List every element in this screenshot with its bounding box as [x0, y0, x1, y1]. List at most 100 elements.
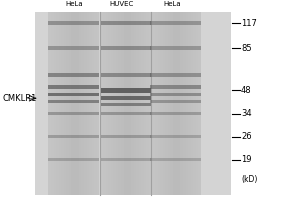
- Bar: [144, 12, 146, 195]
- Bar: [49, 135, 99, 138]
- Bar: [188, 12, 190, 195]
- Bar: [118, 12, 121, 195]
- Text: (kD): (kD): [241, 175, 257, 184]
- Bar: [121, 12, 124, 195]
- Bar: [49, 100, 99, 103]
- Bar: [155, 12, 158, 195]
- Bar: [74, 12, 76, 195]
- Bar: [116, 12, 119, 195]
- Bar: [152, 12, 155, 195]
- Bar: [165, 12, 168, 195]
- Text: CMKLR1: CMKLR1: [2, 94, 37, 103]
- Bar: [126, 12, 129, 195]
- Bar: [139, 12, 141, 195]
- Bar: [150, 93, 201, 96]
- Bar: [176, 12, 178, 195]
- Bar: [64, 12, 66, 195]
- Bar: [97, 12, 99, 195]
- Bar: [150, 112, 201, 115]
- Bar: [150, 12, 201, 195]
- Bar: [49, 12, 99, 195]
- Bar: [101, 103, 152, 106]
- Bar: [170, 12, 173, 195]
- Bar: [178, 12, 181, 195]
- Bar: [185, 12, 188, 195]
- Bar: [149, 12, 152, 195]
- Bar: [101, 73, 152, 77]
- Bar: [103, 12, 106, 195]
- Bar: [49, 93, 99, 96]
- Bar: [58, 12, 61, 195]
- Bar: [101, 112, 152, 115]
- Bar: [146, 12, 149, 195]
- Bar: [150, 46, 201, 50]
- Text: HeLa: HeLa: [164, 1, 181, 7]
- Text: —: —: [27, 95, 34, 101]
- Bar: [134, 12, 136, 195]
- Bar: [35, 12, 231, 195]
- Bar: [53, 12, 56, 195]
- Text: HeLa: HeLa: [65, 1, 83, 7]
- Bar: [49, 46, 99, 50]
- Bar: [56, 12, 58, 195]
- Bar: [158, 12, 160, 195]
- Bar: [150, 21, 201, 25]
- Bar: [49, 73, 99, 77]
- Bar: [49, 158, 99, 161]
- Bar: [113, 12, 116, 195]
- Bar: [49, 12, 51, 195]
- Bar: [79, 12, 82, 195]
- Bar: [168, 12, 170, 195]
- Bar: [101, 158, 152, 161]
- Bar: [150, 85, 201, 89]
- Bar: [150, 158, 201, 161]
- Bar: [49, 112, 99, 115]
- Bar: [92, 12, 94, 195]
- Text: 117: 117: [241, 19, 257, 28]
- Bar: [150, 135, 201, 138]
- Bar: [198, 12, 201, 195]
- Bar: [136, 12, 139, 195]
- Bar: [71, 12, 74, 195]
- Bar: [51, 12, 53, 195]
- Bar: [82, 12, 84, 195]
- Bar: [111, 12, 113, 195]
- Bar: [101, 21, 152, 25]
- Bar: [173, 12, 175, 195]
- Bar: [86, 12, 89, 195]
- Bar: [141, 12, 144, 195]
- Bar: [150, 12, 152, 195]
- Bar: [49, 21, 99, 25]
- Bar: [129, 12, 131, 195]
- Bar: [61, 12, 64, 195]
- Bar: [89, 12, 92, 195]
- Bar: [66, 12, 69, 195]
- Bar: [69, 12, 71, 195]
- Text: 26: 26: [241, 132, 252, 141]
- Bar: [76, 12, 79, 195]
- Text: 19: 19: [241, 155, 252, 164]
- Bar: [131, 12, 134, 195]
- Bar: [106, 12, 108, 195]
- Bar: [181, 12, 183, 195]
- Bar: [101, 12, 152, 195]
- Bar: [193, 12, 196, 195]
- Bar: [150, 100, 201, 103]
- Bar: [160, 12, 163, 195]
- Text: 48: 48: [241, 86, 252, 95]
- Bar: [124, 12, 126, 195]
- Bar: [196, 12, 198, 195]
- Bar: [94, 12, 97, 195]
- Bar: [101, 96, 152, 100]
- Bar: [163, 12, 165, 195]
- Bar: [108, 12, 111, 195]
- Bar: [49, 85, 99, 89]
- Bar: [101, 135, 152, 138]
- Bar: [190, 12, 193, 195]
- Text: HUVEC: HUVEC: [110, 1, 134, 7]
- Text: 34: 34: [241, 109, 252, 118]
- Bar: [150, 73, 201, 77]
- Text: 85: 85: [241, 44, 252, 53]
- Bar: [101, 46, 152, 50]
- Bar: [84, 12, 86, 195]
